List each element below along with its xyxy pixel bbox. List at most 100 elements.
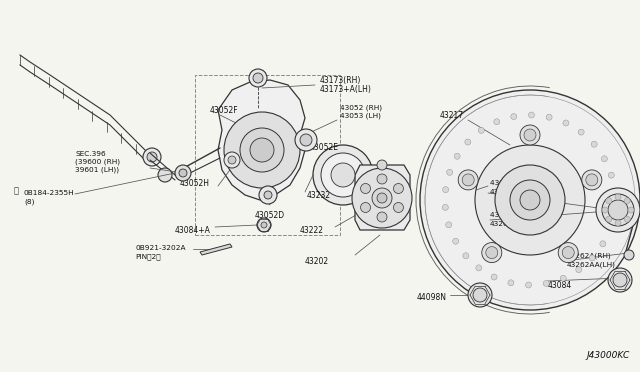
Circle shape xyxy=(508,280,514,286)
Circle shape xyxy=(606,216,612,222)
Text: 43262AA(LH): 43262AA(LH) xyxy=(567,262,616,268)
Circle shape xyxy=(510,180,550,220)
Circle shape xyxy=(578,129,584,135)
Circle shape xyxy=(612,190,618,196)
Text: 43262A(RH): 43262A(RH) xyxy=(567,253,612,259)
Circle shape xyxy=(443,187,449,193)
Polygon shape xyxy=(218,80,305,200)
Circle shape xyxy=(224,112,300,188)
Circle shape xyxy=(478,127,484,134)
Circle shape xyxy=(602,156,607,162)
Text: 43232: 43232 xyxy=(307,190,331,199)
Text: 43037+A(LH): 43037+A(LH) xyxy=(490,189,540,195)
Text: 43052D: 43052D xyxy=(255,211,285,219)
Circle shape xyxy=(261,222,267,228)
Text: 0B184-2355H: 0B184-2355H xyxy=(24,190,75,196)
Circle shape xyxy=(520,190,540,210)
Circle shape xyxy=(377,174,387,184)
Text: Ⓐ: Ⓐ xyxy=(14,186,19,195)
Circle shape xyxy=(259,186,277,204)
Circle shape xyxy=(452,238,459,244)
Circle shape xyxy=(606,198,612,204)
Circle shape xyxy=(520,125,540,145)
Circle shape xyxy=(558,243,578,263)
Circle shape xyxy=(524,129,536,141)
Circle shape xyxy=(465,139,471,145)
Circle shape xyxy=(591,141,597,147)
Text: 43037   (RH): 43037 (RH) xyxy=(490,180,537,186)
Circle shape xyxy=(313,145,373,205)
Circle shape xyxy=(420,90,640,310)
Circle shape xyxy=(352,168,412,228)
Circle shape xyxy=(224,152,240,168)
Circle shape xyxy=(458,170,478,190)
Circle shape xyxy=(615,220,621,226)
Text: 43052H: 43052H xyxy=(180,179,210,187)
Circle shape xyxy=(602,194,634,226)
Circle shape xyxy=(624,250,634,260)
Text: 43202: 43202 xyxy=(305,257,329,266)
Circle shape xyxy=(360,202,371,212)
Text: 43052E: 43052E xyxy=(310,142,339,151)
Text: 44098N: 44098N xyxy=(417,294,447,302)
Circle shape xyxy=(562,247,574,259)
Text: J43000KC: J43000KC xyxy=(587,351,630,360)
Circle shape xyxy=(608,200,628,220)
Circle shape xyxy=(473,288,487,302)
Circle shape xyxy=(624,198,630,204)
Circle shape xyxy=(608,268,632,292)
Circle shape xyxy=(442,204,449,211)
Circle shape xyxy=(394,202,403,212)
Circle shape xyxy=(543,280,549,286)
Circle shape xyxy=(175,165,191,181)
Text: 43222: 43222 xyxy=(300,225,324,234)
Circle shape xyxy=(331,163,355,187)
Text: 43173+A(LH): 43173+A(LH) xyxy=(320,84,372,93)
Circle shape xyxy=(615,194,621,200)
Circle shape xyxy=(624,216,630,222)
Circle shape xyxy=(491,274,497,280)
Text: PIN（2）: PIN（2） xyxy=(135,254,161,260)
Circle shape xyxy=(494,119,500,125)
Circle shape xyxy=(147,152,157,162)
Circle shape xyxy=(582,170,602,190)
Circle shape xyxy=(628,207,634,213)
Text: SEC.396
(39600 (RH)
39601 (LH)): SEC.396 (39600 (RH) 39601 (LH)) xyxy=(75,151,120,173)
Text: 43265+A(LH): 43265+A(LH) xyxy=(490,221,540,227)
Circle shape xyxy=(529,112,534,118)
Text: 43265   (RH): 43265 (RH) xyxy=(490,212,537,218)
Circle shape xyxy=(372,188,392,208)
Circle shape xyxy=(482,243,502,263)
Circle shape xyxy=(607,225,613,231)
Circle shape xyxy=(377,212,387,222)
Circle shape xyxy=(546,114,552,120)
Circle shape xyxy=(596,188,640,232)
Text: 43052 (RH)
43053 (LH): 43052 (RH) 43053 (LH) xyxy=(340,105,382,119)
Circle shape xyxy=(576,267,582,273)
Circle shape xyxy=(463,253,469,259)
Circle shape xyxy=(445,222,452,228)
Circle shape xyxy=(560,275,566,281)
Circle shape xyxy=(240,128,284,172)
Text: 43052F: 43052F xyxy=(210,106,239,115)
Polygon shape xyxy=(355,165,410,230)
Circle shape xyxy=(563,120,569,126)
Circle shape xyxy=(249,69,267,87)
Circle shape xyxy=(253,73,263,83)
Circle shape xyxy=(600,241,606,247)
Circle shape xyxy=(462,174,474,186)
Circle shape xyxy=(495,165,565,235)
Text: 0B921-3202A: 0B921-3202A xyxy=(135,245,186,251)
Circle shape xyxy=(486,247,498,259)
Circle shape xyxy=(394,183,403,193)
Circle shape xyxy=(475,145,585,255)
Circle shape xyxy=(143,148,161,166)
Circle shape xyxy=(602,207,608,213)
Circle shape xyxy=(377,193,387,203)
Polygon shape xyxy=(200,244,232,255)
Circle shape xyxy=(525,282,531,288)
Circle shape xyxy=(295,129,317,151)
Circle shape xyxy=(321,153,365,197)
Circle shape xyxy=(468,283,492,307)
Circle shape xyxy=(360,183,371,193)
